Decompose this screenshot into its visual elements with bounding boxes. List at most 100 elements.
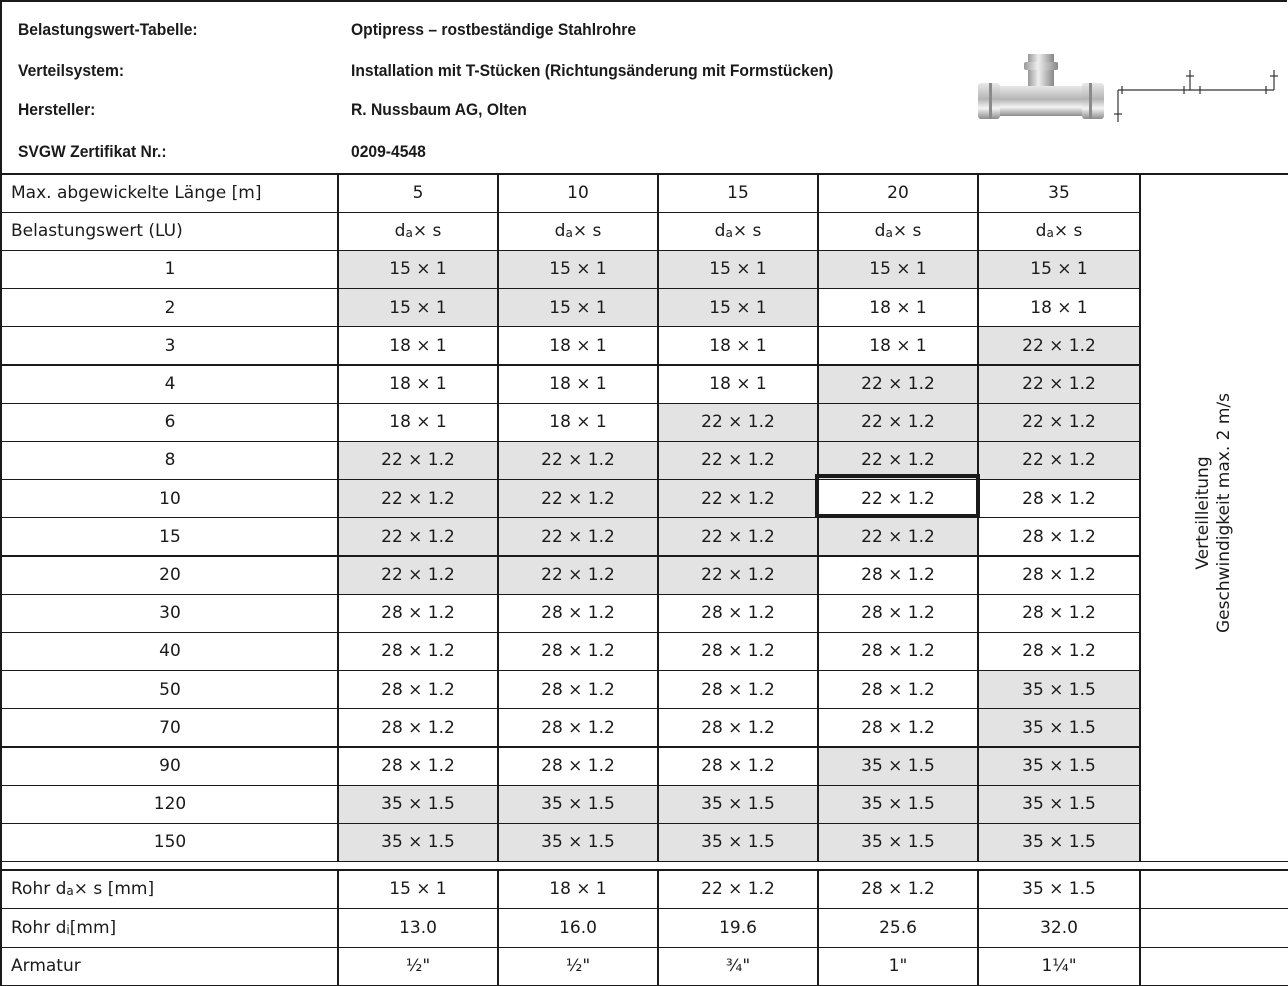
- header-value-certificate: 0209-4548: [351, 142, 426, 161]
- header-label-manufacturer: Hersteller:: [18, 100, 96, 119]
- pipe-size-cell: 18 × 1: [709, 374, 767, 395]
- pipe-size-cell: 22 × 1.2: [338, 517, 498, 556]
- lu-value: 1: [164, 259, 176, 280]
- pipe-size-cell: 35 × 1.5: [818, 823, 978, 862]
- footer-value: 35 × 1.5: [1022, 879, 1096, 900]
- pipe-size-cell: 22 × 1.2: [338, 479, 498, 518]
- pipe-size-cell: 28 × 1.2: [381, 756, 455, 777]
- lu-value: 50: [159, 679, 181, 700]
- grid-line: [0, 869, 1288, 871]
- pipe-size-cell: 28 × 1.2: [541, 603, 615, 624]
- t-fitting-image: [978, 54, 1104, 119]
- grid-line: [0, 708, 1140, 710]
- pipe-size-cell: 15 × 1: [498, 288, 658, 327]
- highlighted-cell-frame: [815, 474, 980, 518]
- footer-value: 16.0: [559, 917, 597, 938]
- pipe-size-cell: 28 × 1.2: [701, 679, 775, 700]
- grid-line: [0, 249, 1140, 251]
- pipe-size-cell: 22 × 1.2: [658, 479, 818, 518]
- pipe-size-cell: 22 × 1.2: [658, 556, 818, 595]
- footer-value: 18 × 1: [549, 879, 607, 900]
- pipe-size-cell: 22 × 1.2: [338, 556, 498, 595]
- header-value-system: Installation mit T-Stücken (Richtungsänd…: [351, 61, 834, 80]
- pipe-size-cell: 18 × 1: [389, 374, 447, 395]
- pipe-size-cell: 28 × 1.2: [701, 756, 775, 777]
- header-value-table: Optipress – rostbeständige Stahlrohre: [351, 20, 637, 39]
- grid-line: [0, 174, 2, 862]
- footer-value: 1¼": [1041, 956, 1077, 977]
- header-value-manufacturer: R. Nussbaum AG, Olten: [351, 100, 527, 119]
- pipe-size-cell: 28 × 1.2: [701, 717, 775, 738]
- footer-value: ¾": [725, 956, 751, 977]
- pipe-size-cell: 28 × 1.2: [861, 603, 935, 624]
- length-header-20: 20: [887, 183, 909, 204]
- pipe-size-cell: 35 × 1.5: [978, 785, 1140, 824]
- grid-line: [337, 174, 339, 862]
- header-label-table: Belastungswert-Tabelle:: [18, 20, 198, 39]
- grid-line: [657, 870, 659, 986]
- grid-line: [0, 861, 1288, 863]
- pipe-size-cell: 22 × 1.2: [978, 441, 1140, 480]
- pipe-size-cell: 22 × 1.2: [978, 403, 1140, 442]
- grid-line: [0, 908, 1288, 910]
- grid-line: [0, 479, 1140, 481]
- length-row-label: Max. abgewickelte Länge [m]: [11, 183, 262, 204]
- grid-line: [0, 670, 1140, 672]
- pipe-size-cell: 18 × 1: [709, 335, 767, 356]
- pipe-size-cell: 28 × 1.2: [701, 603, 775, 624]
- pipe-size-cell: 15 × 1: [658, 250, 818, 289]
- grid-line: [0, 517, 1140, 519]
- pipe-size-cell: 22 × 1.2: [818, 517, 978, 556]
- pipe-size-cell: 28 × 1.2: [541, 679, 615, 700]
- lu-value: 90: [159, 756, 181, 777]
- pipe-size-cell: 22 × 1.2: [658, 441, 818, 480]
- grid-line: [0, 326, 1140, 328]
- lu-value: 40: [159, 641, 181, 662]
- lu-value: 10: [159, 488, 181, 509]
- pipe-size-cell: 35 × 1.5: [498, 823, 658, 862]
- footer-row-label: Armatur: [11, 956, 81, 977]
- side-note-line-1: Verteilleitung: [1193, 456, 1213, 570]
- pipe-size-cell: 22 × 1.2: [818, 441, 978, 480]
- footer-value: 25.6: [879, 917, 917, 938]
- grid-line: [0, 402, 1140, 404]
- pipe-size-cell: 18 × 1: [389, 412, 447, 433]
- pipe-size-cell: 22 × 1.2: [498, 441, 658, 480]
- grid-line: [497, 174, 499, 862]
- grid-line: [0, 946, 1288, 948]
- grid-line: [337, 870, 339, 986]
- grid-line: [0, 593, 1140, 595]
- footer-value: ½": [405, 956, 431, 977]
- pipe-size-cell: 35 × 1.5: [978, 670, 1140, 709]
- pipe-size-cell: 35 × 1.5: [818, 785, 978, 824]
- pipe-size-cell: 28 × 1.2: [861, 717, 935, 738]
- pipe-size-cell: 35 × 1.5: [978, 708, 1140, 747]
- footer-value: 22 × 1.2: [701, 879, 775, 900]
- length-header-5: 5: [412, 183, 424, 204]
- grid-line: [0, 746, 1140, 748]
- grid-line: [977, 870, 979, 986]
- pipe-size-cell: 28 × 1.2: [381, 679, 455, 700]
- pipe-size-cell: 28 × 1.2: [861, 641, 935, 662]
- grid-line: [0, 288, 1140, 290]
- length-header-15: 15: [727, 183, 749, 204]
- pipe-size-cell: 28 × 1.2: [381, 603, 455, 624]
- pipe-size-cell: 22 × 1.2: [498, 556, 658, 595]
- pipe-size-cell: 22 × 1.2: [818, 403, 978, 442]
- pipe-size-cell: 15 × 1: [978, 250, 1140, 289]
- lu-value: 120: [153, 794, 187, 815]
- pipe-size-cell: 28 × 1.2: [541, 756, 615, 777]
- footer-value: 28 × 1.2: [861, 879, 935, 900]
- grid-line: [0, 822, 1140, 824]
- pipe-size-cell: 28 × 1.2: [541, 717, 615, 738]
- pipe-size-cell: 15 × 1: [818, 250, 978, 289]
- footer-value: 32.0: [1040, 917, 1078, 938]
- lu-value: 4: [164, 374, 176, 395]
- pipe-size-cell: 28 × 1.2: [541, 641, 615, 662]
- pipe-size-cell: 35 × 1.5: [818, 747, 978, 786]
- pipe-size-cell: 28 × 1.2: [861, 565, 935, 586]
- pipe-size-cell: 22 × 1.2: [978, 326, 1140, 365]
- pipe-size-cell: 28 × 1.2: [861, 679, 935, 700]
